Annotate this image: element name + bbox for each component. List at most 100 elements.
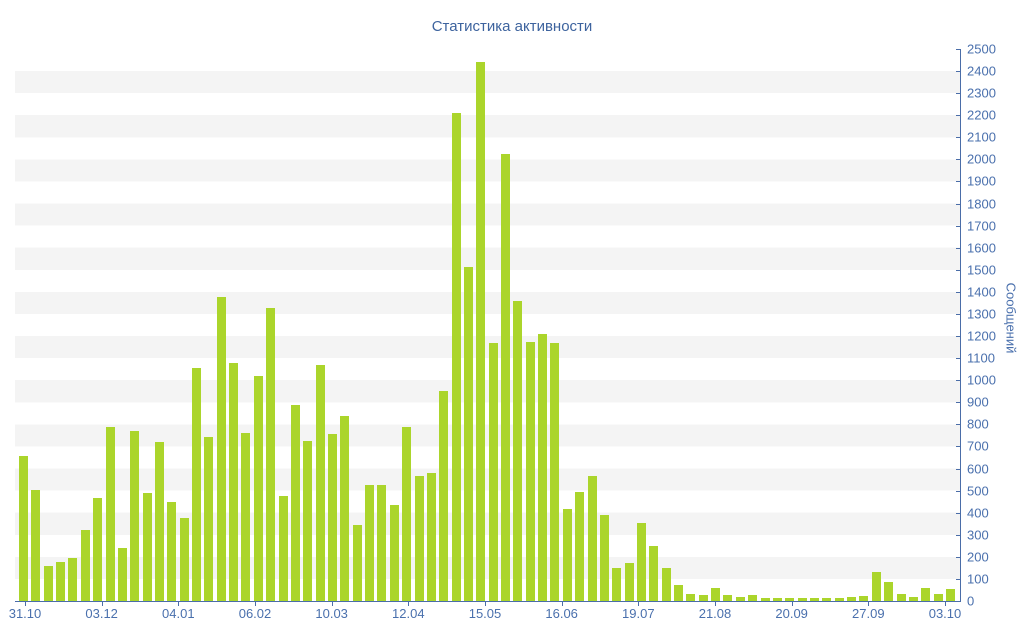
bar[interactable]	[315, 365, 325, 601]
bar[interactable]	[884, 582, 894, 601]
bar[interactable]	[636, 523, 646, 601]
bar[interactable]	[686, 593, 696, 601]
bar[interactable]	[723, 595, 733, 601]
bar[interactable]	[908, 596, 918, 601]
bar[interactable]	[241, 433, 251, 601]
x-tick-label: 16.06	[545, 606, 578, 621]
bar[interactable]	[426, 472, 436, 601]
bar[interactable]	[785, 598, 795, 601]
bar[interactable]	[488, 342, 498, 601]
bar[interactable]	[501, 153, 511, 601]
bar[interactable]	[847, 597, 857, 601]
bar[interactable]	[290, 404, 300, 601]
bar[interactable]	[933, 594, 943, 601]
y-tick-label: 2500	[967, 41, 996, 57]
bar[interactable]	[575, 492, 585, 601]
y-tick-label: 1400	[967, 284, 996, 300]
bar[interactable]	[377, 484, 387, 601]
bar[interactable]	[599, 514, 609, 601]
y-tick-label: 2300	[967, 85, 996, 101]
bar[interactable]	[204, 436, 214, 601]
x-tick-mark	[408, 602, 410, 606]
bar[interactable]	[56, 562, 66, 601]
bar[interactable]	[389, 504, 399, 601]
bar[interactable]	[674, 584, 684, 601]
y-tick-label: 1600	[967, 240, 996, 256]
bar[interactable]	[93, 498, 103, 601]
bar[interactable]	[327, 434, 337, 601]
x-tick-label: 04.01	[162, 606, 195, 621]
bar[interactable]	[105, 426, 115, 601]
bar[interactable]	[451, 113, 461, 601]
bar[interactable]	[19, 456, 28, 601]
bar[interactable]	[130, 430, 140, 601]
bar[interactable]	[921, 588, 931, 601]
bar[interactable]	[167, 501, 177, 601]
bar[interactable]	[661, 568, 671, 601]
y-tick-mark	[956, 203, 961, 205]
bar[interactable]	[352, 524, 362, 601]
bar[interactable]	[772, 597, 782, 601]
bar[interactable]	[253, 375, 263, 601]
y-tick-label: 1000	[967, 372, 996, 388]
bar[interactable]	[229, 363, 239, 601]
y-tick-label: 0	[967, 593, 975, 609]
bar[interactable]	[278, 495, 288, 601]
bar[interactable]	[810, 597, 819, 601]
bar[interactable]	[859, 595, 869, 601]
bar[interactable]	[525, 341, 535, 601]
bar[interactable]	[117, 548, 127, 601]
y-tick-mark	[956, 225, 961, 227]
x-tick-mark	[715, 602, 716, 606]
x-tick-label: 20.09	[775, 606, 808, 621]
y-axis-title: Сообщений	[1003, 282, 1019, 354]
bar[interactable]	[266, 308, 276, 601]
chart-title: Статистика активности	[431, 18, 593, 35]
bar[interactable]	[43, 565, 53, 601]
bar[interactable]	[414, 475, 424, 601]
bar[interactable]	[513, 300, 523, 601]
bar[interactable]	[365, 484, 375, 601]
y-tick-mark	[956, 578, 961, 580]
bar[interactable]	[871, 572, 881, 601]
y-tick-mark	[956, 137, 961, 139]
bar[interactable]	[463, 266, 473, 601]
bar[interactable]	[797, 598, 807, 601]
y-tick-label: 1900	[967, 173, 996, 189]
bar[interactable]	[698, 594, 708, 601]
bar[interactable]	[216, 296, 226, 601]
bar[interactable]	[711, 588, 721, 601]
bar[interactable]	[476, 62, 486, 601]
bar[interactable]	[649, 546, 659, 601]
bar[interactable]	[68, 557, 78, 601]
bar[interactable]	[154, 442, 164, 601]
x-tick-mark	[331, 602, 333, 606]
bar[interactable]	[834, 597, 844, 601]
bar[interactable]	[748, 595, 758, 601]
bar[interactable]	[945, 589, 955, 601]
y-tick-mark	[956, 601, 961, 602]
bar[interactable]	[179, 517, 189, 601]
bar[interactable]	[822, 598, 832, 601]
bar[interactable]	[587, 475, 597, 601]
bar[interactable]	[192, 368, 202, 601]
bar[interactable]	[624, 562, 634, 601]
y-tick-mark	[956, 402, 961, 404]
bar[interactable]	[31, 489, 41, 601]
bar[interactable]	[896, 594, 906, 601]
bar[interactable]	[340, 416, 350, 601]
bar[interactable]	[402, 427, 412, 601]
bar[interactable]	[439, 391, 449, 601]
bar[interactable]	[562, 508, 572, 601]
bar[interactable]	[760, 598, 770, 601]
bar[interactable]	[735, 597, 745, 601]
bar[interactable]	[612, 568, 622, 601]
bar[interactable]	[80, 530, 90, 601]
bar[interactable]	[550, 342, 560, 601]
bars-container	[19, 49, 956, 601]
y-tick-label: 200	[967, 549, 989, 565]
bar[interactable]	[538, 333, 548, 601]
x-tick-label: 19.07	[622, 606, 655, 621]
bar[interactable]	[303, 441, 313, 601]
bar[interactable]	[142, 492, 152, 601]
